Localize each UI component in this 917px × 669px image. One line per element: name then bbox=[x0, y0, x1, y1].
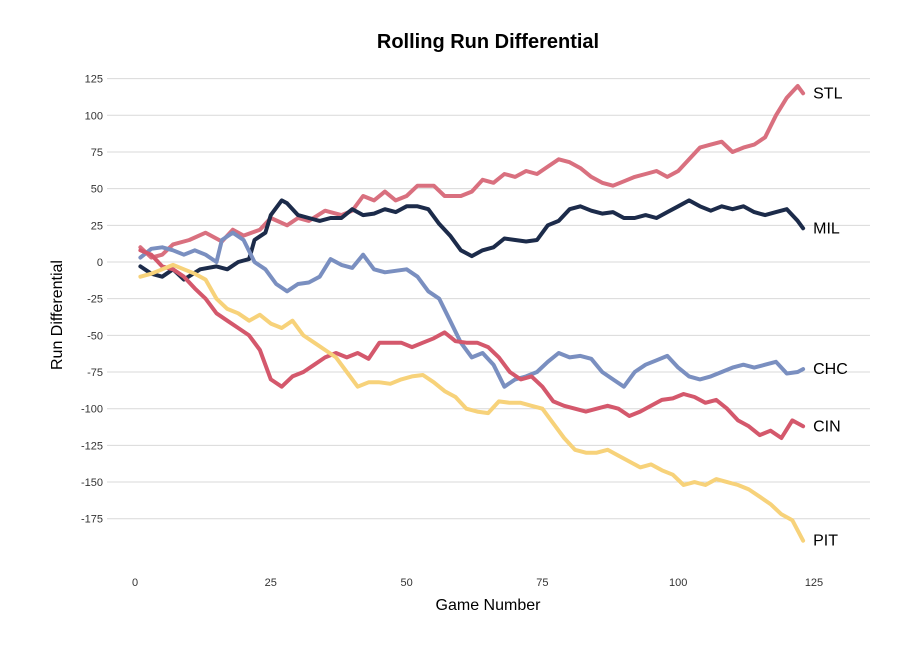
x-tick-label: 125 bbox=[805, 577, 823, 589]
series-end-labels: STL MIL CHC CIN PIT bbox=[813, 85, 848, 549]
y-tick-label: 0 bbox=[97, 257, 103, 269]
series-line-cin bbox=[138, 248, 806, 440]
y-tick-label: -50 bbox=[87, 330, 103, 342]
y-axis-ticks: 125 100 75 50 25 0 -25 -50 -75 -100 -125 -150 -175 bbox=[81, 74, 103, 526]
y-tick-label: -25 bbox=[87, 294, 103, 306]
series-line-mil bbox=[138, 198, 806, 282]
y-axis-title: Run Differential bbox=[49, 260, 66, 370]
x-axis-ticks: 0 25 50 75 100 125 bbox=[132, 577, 823, 589]
y-tick-label: 100 bbox=[85, 110, 103, 122]
series-line-stl bbox=[138, 84, 806, 260]
x-tick-label: 100 bbox=[669, 577, 687, 589]
x-axis-title: Game Number bbox=[436, 597, 542, 614]
y-tick-label: 75 bbox=[91, 147, 103, 159]
y-tick-label: -75 bbox=[87, 367, 103, 379]
series-line-chc bbox=[138, 230, 806, 389]
y-tick-label: -125 bbox=[81, 440, 103, 452]
series-lines bbox=[138, 84, 806, 543]
series-label-mil: MIL bbox=[813, 220, 840, 237]
x-tick-label: 75 bbox=[536, 577, 548, 589]
x-tick-label: 25 bbox=[265, 577, 277, 589]
y-tick-label: 50 bbox=[91, 184, 103, 196]
y-tick-label: -100 bbox=[81, 404, 103, 416]
x-tick-label: 50 bbox=[400, 577, 412, 589]
series-label-chc: CHC bbox=[813, 361, 848, 378]
y-tick-label: 125 bbox=[85, 74, 103, 86]
chart-title: Rolling Run Differential bbox=[377, 31, 599, 53]
series-line-pit bbox=[138, 262, 806, 543]
x-tick-label: 0 bbox=[132, 577, 138, 589]
series-label-pit: PIT bbox=[813, 533, 838, 550]
series-label-stl: STL bbox=[813, 85, 842, 102]
y-tick-label: -150 bbox=[81, 477, 103, 489]
y-tick-label: -175 bbox=[81, 514, 103, 526]
y-tick-label: 25 bbox=[91, 220, 103, 232]
series-label-cin: CIN bbox=[813, 418, 841, 435]
gridlines bbox=[107, 78, 870, 520]
